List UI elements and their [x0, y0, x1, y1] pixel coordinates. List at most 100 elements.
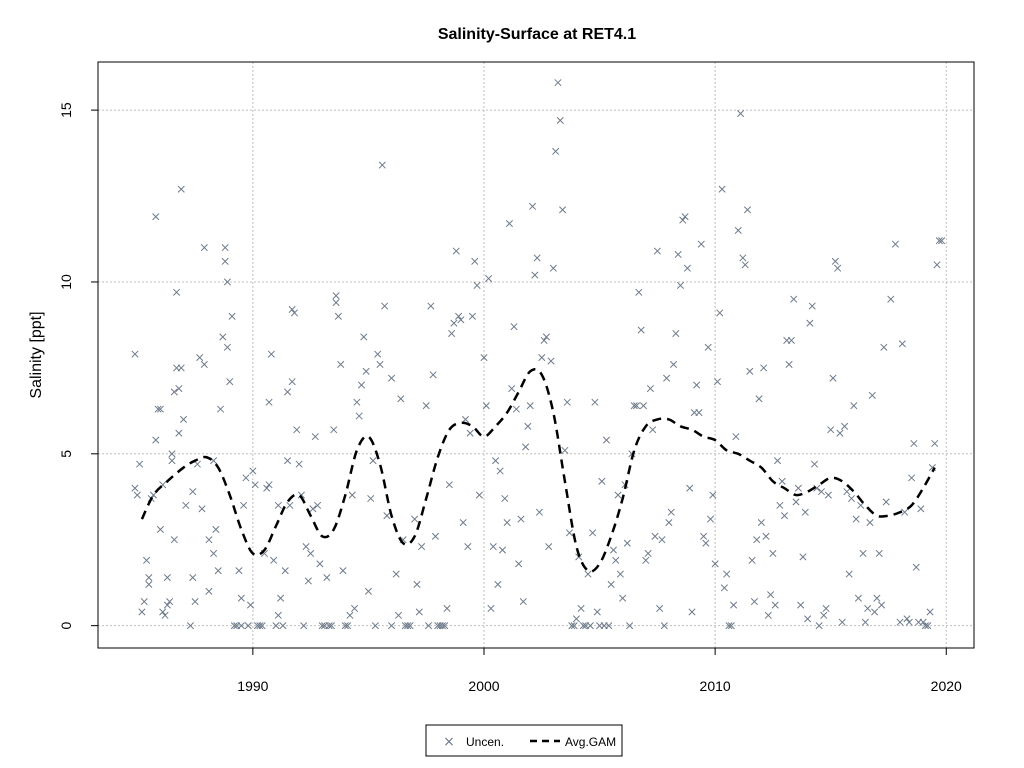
data-point — [651, 532, 659, 540]
data-point — [787, 336, 795, 344]
data-point — [824, 491, 832, 499]
data-point — [797, 601, 805, 609]
data-point — [152, 436, 160, 444]
data-point — [464, 543, 472, 551]
data-point — [635, 288, 643, 296]
data-point — [614, 491, 622, 499]
data-point — [325, 622, 333, 630]
data-point — [163, 573, 171, 582]
data-point — [612, 556, 620, 564]
data-point — [387, 374, 396, 382]
data-point — [498, 546, 507, 554]
data-point — [570, 622, 578, 630]
data-point — [838, 618, 846, 626]
data-point — [780, 512, 789, 520]
data-point — [175, 384, 183, 393]
data-point — [829, 374, 837, 382]
data-point — [443, 604, 451, 613]
data-point — [337, 360, 345, 369]
data-point — [713, 378, 721, 386]
data-point — [256, 622, 264, 630]
data-point — [931, 439, 939, 448]
data-point — [246, 601, 255, 609]
data-point — [683, 264, 691, 272]
data-point — [533, 254, 541, 262]
data-point — [450, 319, 458, 327]
data-point — [186, 622, 195, 630]
x-tick-label: 1990 — [237, 678, 268, 694]
data-point — [491, 457, 500, 465]
data-point — [159, 608, 167, 616]
data-point — [394, 611, 403, 619]
data-point — [887, 295, 895, 303]
data-point — [755, 395, 763, 403]
data-point — [221, 244, 229, 252]
data-point — [353, 398, 361, 406]
data-point — [221, 257, 229, 265]
data-point — [293, 426, 301, 434]
data-point — [219, 333, 227, 341]
scatter-points — [131, 79, 946, 630]
data-point — [605, 622, 613, 630]
data-point — [265, 481, 273, 489]
data-point — [871, 608, 879, 616]
data-point — [334, 312, 342, 320]
data-point — [307, 549, 315, 558]
data-point — [277, 594, 285, 602]
data-point — [667, 508, 675, 516]
gam-line — [140, 368, 936, 573]
data-point — [709, 491, 717, 499]
data-point — [905, 618, 913, 626]
data-point — [891, 240, 899, 248]
data-point — [882, 498, 890, 506]
data-point — [577, 604, 585, 613]
data-point — [864, 604, 872, 613]
data-point — [131, 484, 139, 492]
data-point — [480, 354, 488, 362]
data-point — [663, 374, 671, 382]
data-point — [344, 622, 352, 630]
data-point — [653, 247, 661, 255]
data-point — [841, 422, 849, 430]
data-point — [378, 161, 386, 169]
data-point — [843, 488, 851, 496]
data-point — [175, 429, 183, 437]
data-point — [572, 615, 581, 623]
data-point — [773, 457, 782, 465]
data-point — [189, 573, 197, 582]
data-point — [711, 560, 719, 568]
data-point — [364, 587, 372, 595]
data-point — [505, 219, 513, 228]
data-point — [912, 563, 920, 571]
data-point — [706, 515, 715, 523]
data-point — [836, 429, 844, 437]
data-point — [230, 622, 238, 630]
data-point — [619, 594, 627, 602]
data-point — [877, 601, 886, 609]
y-tick-label: 5 — [58, 450, 74, 458]
data-point — [910, 439, 918, 448]
data-point — [240, 501, 248, 509]
data-point — [579, 622, 587, 630]
data-point — [339, 567, 347, 575]
data-point — [528, 202, 537, 210]
data-point — [168, 457, 176, 465]
data-point — [362, 367, 370, 375]
data-point — [351, 604, 359, 613]
data-point — [695, 409, 703, 417]
data-point — [297, 491, 305, 499]
data-point — [845, 570, 853, 578]
data-point — [397, 395, 405, 403]
data-point — [623, 539, 631, 547]
data-point — [792, 498, 800, 506]
data-point — [656, 604, 664, 613]
data-point — [589, 529, 597, 537]
data-point — [672, 329, 680, 338]
data-point — [346, 611, 354, 619]
data-point — [552, 147, 560, 155]
x-axis: 1990 2000 2010 2020 — [237, 648, 962, 694]
data-point — [681, 213, 689, 221]
data-point — [739, 254, 747, 262]
data-point — [938, 237, 946, 245]
